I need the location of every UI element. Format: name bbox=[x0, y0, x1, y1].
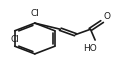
Text: Cl: Cl bbox=[30, 9, 39, 18]
Text: O: O bbox=[102, 12, 109, 21]
Text: HO: HO bbox=[83, 44, 96, 53]
Text: Cl: Cl bbox=[10, 35, 19, 44]
